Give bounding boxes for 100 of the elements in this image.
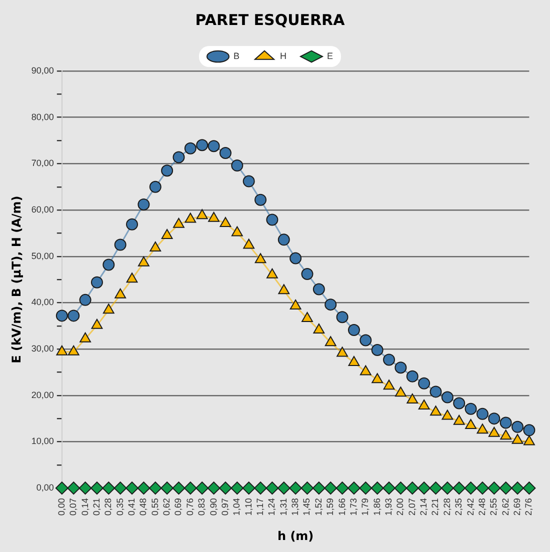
x-tick-label: 0,28	[103, 498, 114, 516]
x-tick-label: 0,41	[126, 498, 136, 516]
point	[219, 147, 232, 160]
x-tick-label: 0,00	[56, 498, 66, 516]
point	[371, 344, 384, 356]
x-tick-label: 0,35	[114, 498, 125, 516]
point	[452, 482, 466, 495]
y-tick-label: 40,00	[31, 297, 54, 308]
point	[300, 482, 314, 495]
point	[336, 311, 348, 324]
point	[372, 373, 384, 384]
point	[324, 336, 336, 346]
point	[56, 310, 68, 322]
point	[418, 400, 430, 410]
point	[160, 482, 174, 495]
point	[418, 377, 430, 390]
point	[266, 268, 278, 278]
x-tick-label: 2,76	[524, 498, 534, 516]
point	[313, 324, 325, 334]
point	[208, 212, 220, 222]
point	[138, 256, 150, 266]
x-axis-title: h (m)	[277, 528, 314, 543]
point	[55, 482, 68, 495]
x-tick-label: 2,14	[418, 498, 429, 516]
x-tick-label: 2,69	[512, 498, 522, 516]
x-tick-label: 0,69	[173, 498, 184, 516]
point	[220, 216, 232, 227]
point	[208, 140, 220, 152]
point	[336, 482, 349, 495]
point	[302, 312, 313, 322]
point	[312, 482, 326, 495]
point	[464, 402, 477, 415]
point	[102, 258, 115, 271]
point	[523, 424, 536, 436]
point	[382, 482, 396, 495]
point	[312, 283, 325, 296]
point	[172, 482, 186, 495]
point	[254, 253, 266, 264]
point	[90, 276, 103, 288]
point	[290, 299, 302, 310]
point	[68, 345, 80, 356]
point	[406, 394, 418, 404]
point	[184, 482, 197, 495]
point	[347, 482, 360, 495]
point	[137, 482, 150, 495]
point	[453, 414, 465, 425]
point	[394, 362, 407, 374]
point	[476, 408, 488, 420]
point	[348, 356, 360, 366]
x-tick-label: 2,28	[442, 498, 452, 516]
point	[488, 412, 500, 425]
point	[488, 482, 501, 495]
y-tick-label: 30,00	[31, 344, 54, 354]
y-tick-label: 10,00	[31, 436, 54, 446]
point	[243, 238, 255, 249]
x-tick-label: 0,97	[220, 498, 230, 516]
point	[278, 234, 290, 246]
point	[126, 218, 138, 230]
x-tick-label: 1,93	[384, 498, 394, 516]
chart-title: PARET ESQUERRA	[195, 10, 346, 29]
point	[254, 482, 268, 495]
point	[114, 482, 127, 495]
point	[289, 482, 302, 495]
x-tick-label: 1,24	[266, 498, 277, 516]
point	[80, 332, 91, 342]
y-tick-label: 60,00	[31, 204, 54, 215]
x-tick-label: 2,21	[430, 498, 440, 516]
point	[522, 482, 536, 495]
point	[231, 226, 243, 236]
point	[278, 284, 290, 294]
point	[78, 482, 92, 495]
point	[230, 482, 244, 495]
x-tick-label: 0,83	[196, 498, 207, 516]
point	[383, 354, 396, 366]
point	[172, 151, 185, 164]
point	[394, 482, 408, 495]
point	[290, 252, 302, 264]
point	[430, 386, 442, 398]
point	[207, 482, 220, 495]
point	[524, 435, 535, 446]
point	[359, 482, 372, 495]
point	[441, 391, 454, 404]
x-tick-label: 2,35	[454, 498, 464, 516]
x-tick-label: 1,10	[243, 498, 254, 516]
point	[90, 482, 104, 495]
point	[149, 180, 162, 193]
point	[512, 434, 524, 444]
x-tick-label: 0,07	[68, 498, 78, 516]
point	[429, 482, 442, 495]
point	[79, 294, 92, 306]
point	[430, 406, 442, 416]
x-tick-label: 1,17	[255, 498, 265, 516]
point	[476, 482, 489, 495]
point	[406, 370, 418, 382]
point	[102, 304, 114, 314]
point	[150, 242, 162, 252]
x-tick-label: 0,48	[138, 498, 148, 516]
x-tick-label: 1,04	[232, 498, 242, 516]
point	[56, 345, 68, 356]
point	[442, 410, 454, 420]
